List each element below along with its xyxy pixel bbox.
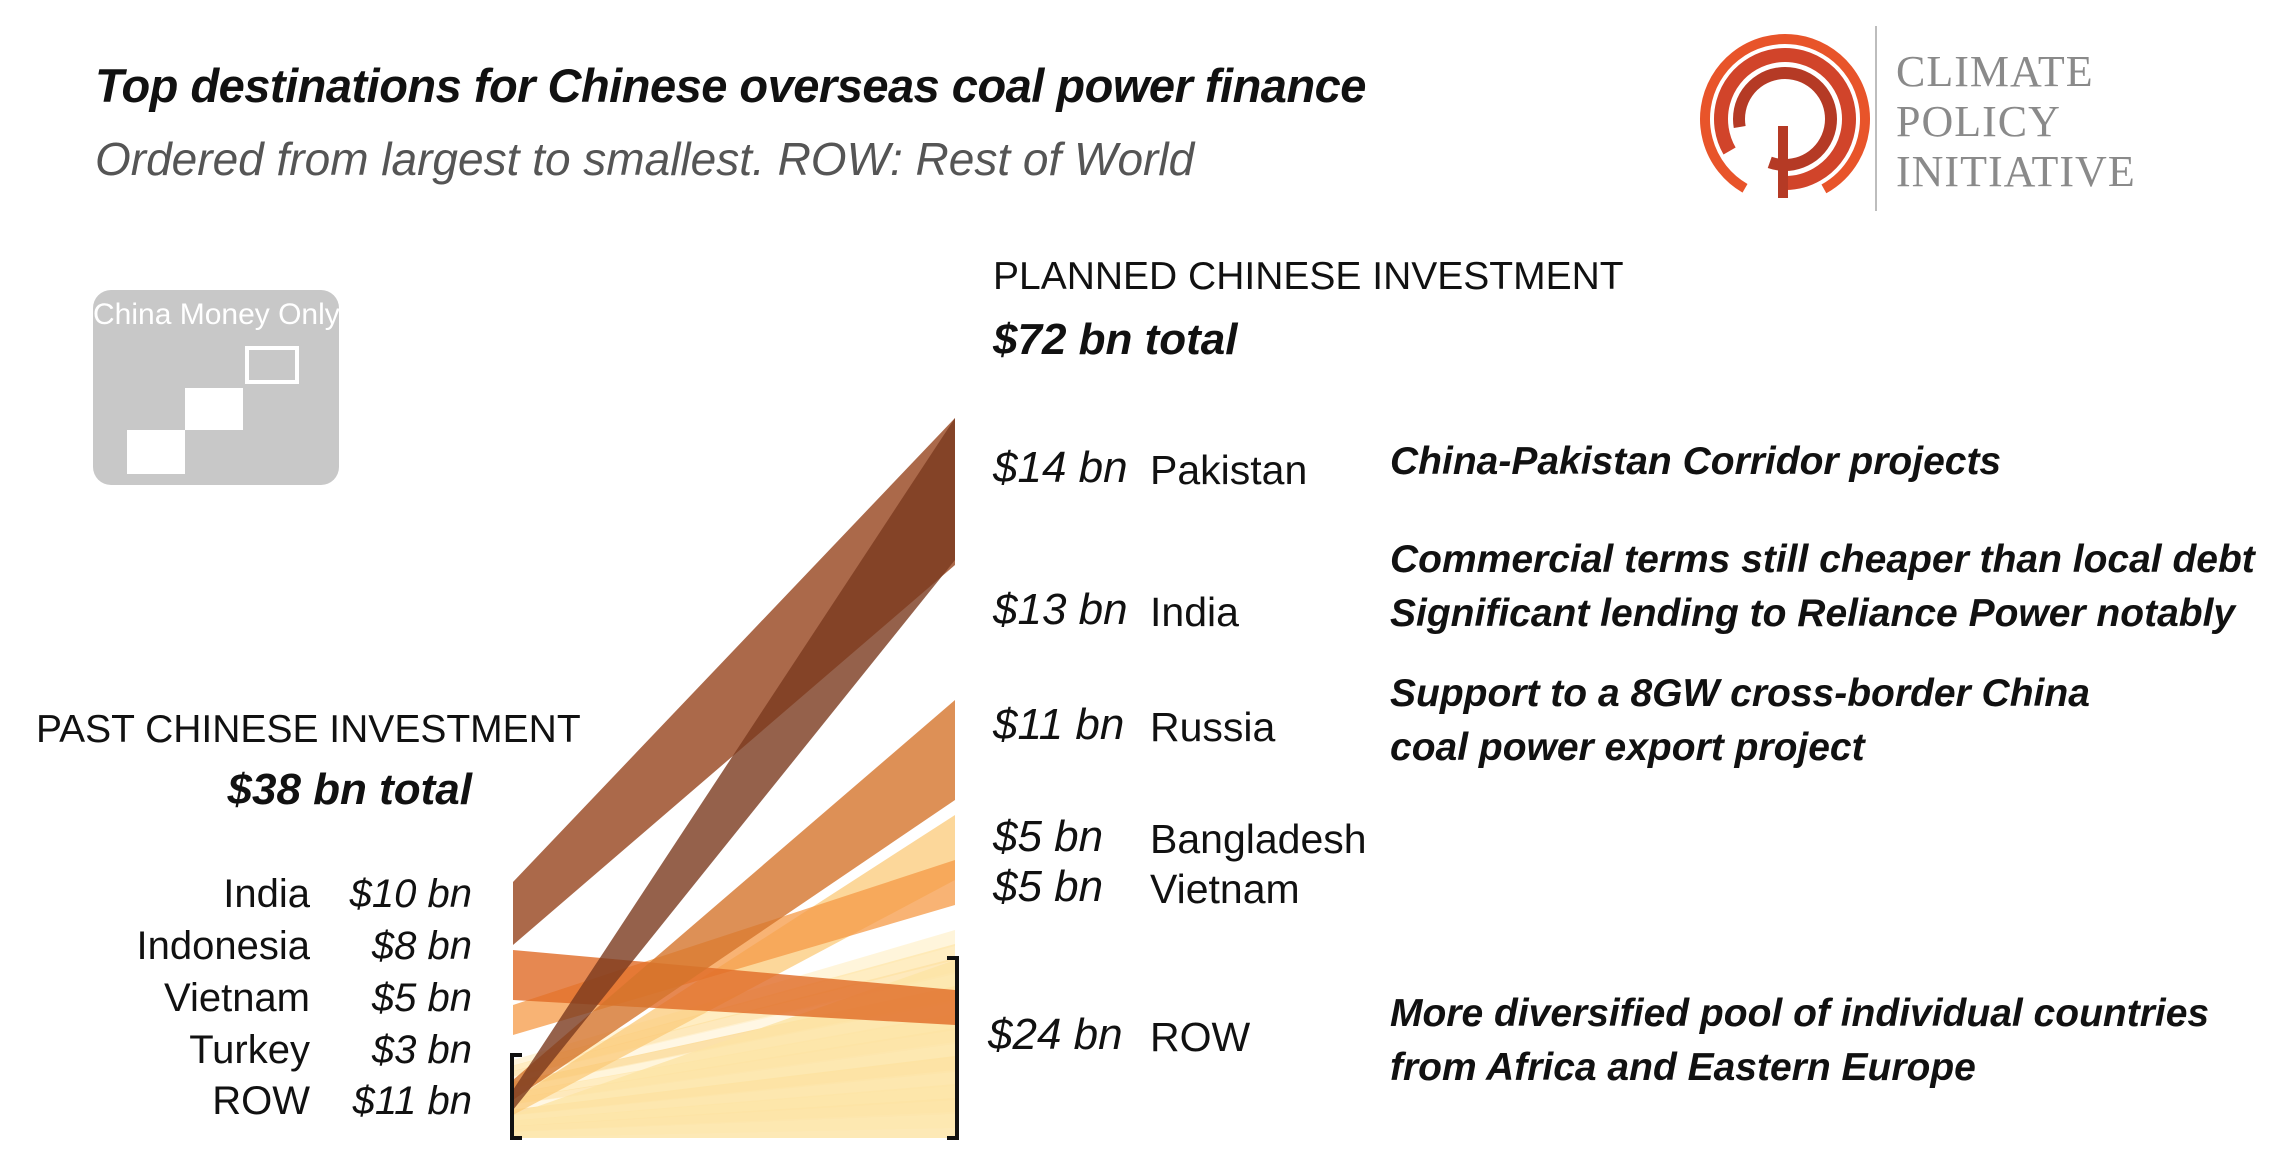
planned-country-name: Vietnam [1150,866,1300,912]
chart-subtitle: Ordered from largest to smallest. ROW: R… [95,133,1195,185]
flow-row-to-russia [513,700,955,1100]
chart-title: Top destinations for Chinese overseas co… [95,59,1366,112]
logo-text-line: CLIMATE [1896,47,2094,96]
planned-country-name: ROW [1150,1014,1251,1060]
planned-note-line: China-Pakistan Corridor projects [1390,440,2002,483]
planned-country-name: India [1150,589,1239,635]
planned-note-line: More diversified pool of individual coun… [1390,992,2210,1035]
past-header: PAST CHINESE INVESTMENT [36,708,581,751]
past-country-value: $3 bn [371,1028,472,1072]
planned-country-name: Russia [1150,704,1276,750]
badge-step-icon [127,430,185,474]
past-country-value: $11 bn [352,1079,472,1123]
planned-country-value: $24 bn [988,1010,1123,1059]
past-row-bracket [510,1053,522,1140]
logo-text-line: POLICY [1896,97,2061,146]
planned-row-bracket [947,956,959,1140]
planned-country-value: $11 bn [993,700,1125,749]
flow-india-to-india [513,418,955,945]
planned-note-line: Commercial terms still cheaper than loca… [1390,538,2255,581]
logo-text-line: INITIATIVE [1896,147,2136,196]
past-country-name: Turkey [189,1028,310,1072]
planned-country-value: $5 bn [993,862,1104,911]
planned-note-line: Significant lending to Reliance Power no… [1390,592,2236,635]
badge-step-icon [185,388,243,430]
logo-divider [1875,26,1877,211]
planned-country-name: Bangladesh [1150,816,1367,862]
past-total: $38 bn total [227,765,473,814]
planned-total: $72 bn total [993,315,1238,364]
planned-note-line: coal power export project [1390,726,1865,769]
planned-country-value: $14 bn [993,443,1128,492]
planned-note-line: from Africa and Eastern Europe [1390,1046,1976,1089]
past-country-name: Vietnam [163,976,310,1020]
past-country-value: $10 bn [349,872,472,916]
badge-label: China Money Only [93,298,340,331]
planned-country-value: $13 bn [993,585,1128,634]
planned-note-line: Support to a 8GW cross-border China [1390,672,2090,715]
china-money-only-badge: China Money Only [93,290,340,485]
past-country-value: $5 bn [371,976,472,1020]
past-country-name: ROW [212,1079,310,1123]
past-country-value: $8 bn [371,924,472,968]
past-country-name: India [223,872,310,916]
planned-header: PLANNED CHINESE INVESTMENT [993,255,1624,298]
climate-policy-initiative-logo: CLIMATE POLICY INITIATIVE [1690,26,2135,211]
flow-row-to-pakistan [513,418,955,1110]
logo-rings-icon [1700,34,1870,204]
planned-country-value: $5 bn [993,812,1104,861]
badge-step-outline-icon [245,346,299,384]
planned-country-name: Pakistan [1150,447,1308,493]
past-country-name: Indonesia [136,924,310,968]
